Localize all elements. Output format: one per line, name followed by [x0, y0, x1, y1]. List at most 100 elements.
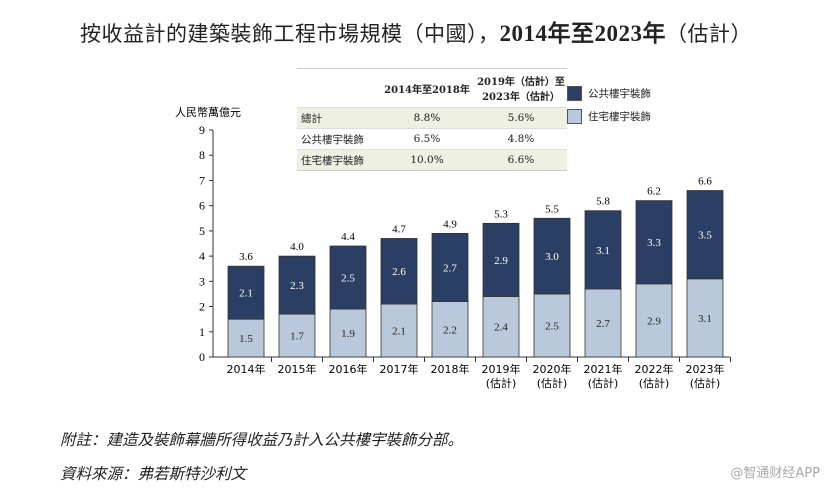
- table-cell: 6.5%: [379, 128, 475, 150]
- legend-label: 住宅樓宇裝飾: [588, 111, 651, 123]
- data-label: 2.3: [290, 280, 304, 292]
- table-cell: 住宅樓宇裝飾: [297, 149, 379, 171]
- legend-swatch: [567, 109, 582, 124]
- data-label: 2.1: [239, 288, 253, 300]
- legend-label: 公共樓宇裝飾: [588, 88, 651, 100]
- data-label: 1.5: [239, 333, 253, 345]
- bar-chart: 人民幣萬億元 0 1 2 3 4 5 6 7 8 9 1.5 2.1 3.6 2014年 1.7 2.3 4.0 2…: [175, 106, 731, 390]
- data-label: 3.0: [545, 251, 559, 263]
- data-label: 2.5: [341, 273, 355, 285]
- y-tick-label: 3: [199, 274, 205, 288]
- bar-segment: [686, 190, 724, 280]
- bar-segment: [431, 301, 469, 358]
- total-label: 4.4: [341, 231, 355, 243]
- bar-segment: [431, 233, 469, 302]
- data-label: 2.7: [596, 318, 610, 330]
- data-label: 2.6: [392, 266, 406, 278]
- data-label: 3.1: [596, 245, 610, 257]
- bar-segment: [227, 318, 265, 358]
- title-years: 2014年至2023年: [499, 21, 666, 46]
- bar-segment: [635, 200, 673, 285]
- table-cell: 總計: [297, 107, 379, 129]
- bar-segment: [533, 217, 571, 295]
- x-tick-label: 2014年: [227, 362, 266, 376]
- y-tick-label: 8: [199, 148, 205, 162]
- table-cell: 4.8%: [475, 128, 567, 150]
- y-tick-label: 0: [199, 350, 205, 364]
- y-tick-label: 9: [199, 123, 205, 137]
- data-label: 1.7: [290, 331, 304, 343]
- bar-segment: [380, 238, 418, 305]
- total-label: 6.6: [698, 176, 712, 188]
- y-tick-label: 2: [199, 300, 205, 314]
- data-label: 2.9: [494, 255, 508, 267]
- x-tick-label: 2023年: [686, 362, 725, 376]
- total-label: 6.2: [647, 186, 661, 198]
- footnote: 附註：建造及裝飾幕牆所得收益乃計入公共樓宇裝飾分部。: [60, 431, 464, 449]
- data-label: 3.5: [698, 230, 712, 242]
- y-tick-label: 5: [199, 224, 205, 238]
- x-tick-label: 2017年: [380, 362, 419, 376]
- table-cell: 公共樓宇裝飾: [297, 128, 379, 150]
- bar-segment: [329, 245, 367, 310]
- legend-item-residential: 住宅樓宇裝飾: [567, 109, 651, 124]
- x-tick-label: (估計): [588, 376, 619, 390]
- legend: 公共樓宇裝飾 住宅樓宇裝飾: [567, 86, 651, 132]
- x-tick-label: 2021年: [584, 362, 623, 376]
- total-label: 4.0: [290, 241, 304, 253]
- watermark: @智通财经APP: [730, 466, 820, 481]
- total-label: 5.3: [494, 208, 508, 220]
- table-cell: 10.0%: [379, 149, 475, 171]
- data-label: 2.9: [647, 315, 661, 327]
- data-label: 3.3: [647, 237, 661, 249]
- bar-segment: [533, 293, 571, 358]
- x-tick-label: (估計): [690, 376, 721, 390]
- x-tick-label: 2022年: [635, 362, 674, 376]
- data-label: 2.2: [443, 324, 457, 336]
- table-row: 公共樓宇裝飾 6.5% 4.8%: [297, 128, 567, 150]
- data-label: 2.1: [392, 326, 406, 338]
- data-label: 2.7: [443, 262, 457, 274]
- bar-segment: [227, 265, 265, 320]
- table-header: 2019年（估計）至2023年（估計）: [475, 68, 567, 108]
- x-tick-label: 2018年: [431, 362, 470, 376]
- cagr-table: 2014年至2018年 2019年（估計）至2023年（估計） 總計 8.8% 5.6…: [297, 68, 567, 171]
- total-label: 5.8: [596, 196, 610, 208]
- data-label: 1.9: [341, 328, 355, 340]
- table-cell: 6.6%: [475, 149, 567, 171]
- total-label: 3.6: [239, 251, 253, 263]
- legend-item-public: 公共樓宇裝飾: [567, 86, 651, 101]
- bar-segment: [584, 288, 622, 358]
- title-text: 按收益計的建築裝飾工程市場規模（中國），: [80, 22, 500, 46]
- table-row: 住宅樓宇裝飾 10.0% 6.6%: [297, 149, 567, 171]
- table-row: 總計 8.8% 5.6%: [297, 107, 567, 129]
- total-label: 4.9: [443, 218, 457, 230]
- title-suffix: （估計）: [666, 22, 752, 46]
- y-tick-label: 4: [199, 249, 205, 263]
- x-tick-label: 2019年: [482, 362, 521, 376]
- bar-segment: [686, 278, 724, 358]
- table-cell: 8.8%: [379, 107, 475, 129]
- y-tick-label: 7: [199, 173, 205, 187]
- table-cell: 5.6%: [475, 107, 567, 129]
- total-label: 4.7: [392, 223, 406, 235]
- bar-segment: [278, 255, 316, 315]
- total-label: 5.5: [545, 203, 559, 215]
- chart-title: 按收益計的建築裝飾工程市場規模（中國），2014年至2023年（估計）: [0, 14, 832, 48]
- data-label: 3.1: [698, 313, 712, 325]
- x-tick-label: 2015年: [278, 362, 317, 376]
- table-header: 2014年至2018年: [379, 68, 475, 108]
- bar-segment: [278, 313, 316, 358]
- data-label: 2.4: [494, 322, 508, 334]
- source-note: 資料來源：弗若斯特沙利文: [60, 465, 247, 483]
- x-tick-label: 2016年: [329, 362, 368, 376]
- data-label: 2.5: [545, 320, 559, 332]
- table-header: [297, 68, 379, 108]
- bar-segment: [635, 283, 673, 358]
- legend-swatch: [567, 86, 582, 101]
- x-tick-label: (估計): [639, 376, 670, 390]
- bar-segment: [482, 222, 520, 297]
- y-tick-label: 1: [199, 325, 205, 339]
- y-axis-label: 人民幣萬億元: [175, 106, 241, 119]
- y-tick-label: 6: [199, 199, 205, 213]
